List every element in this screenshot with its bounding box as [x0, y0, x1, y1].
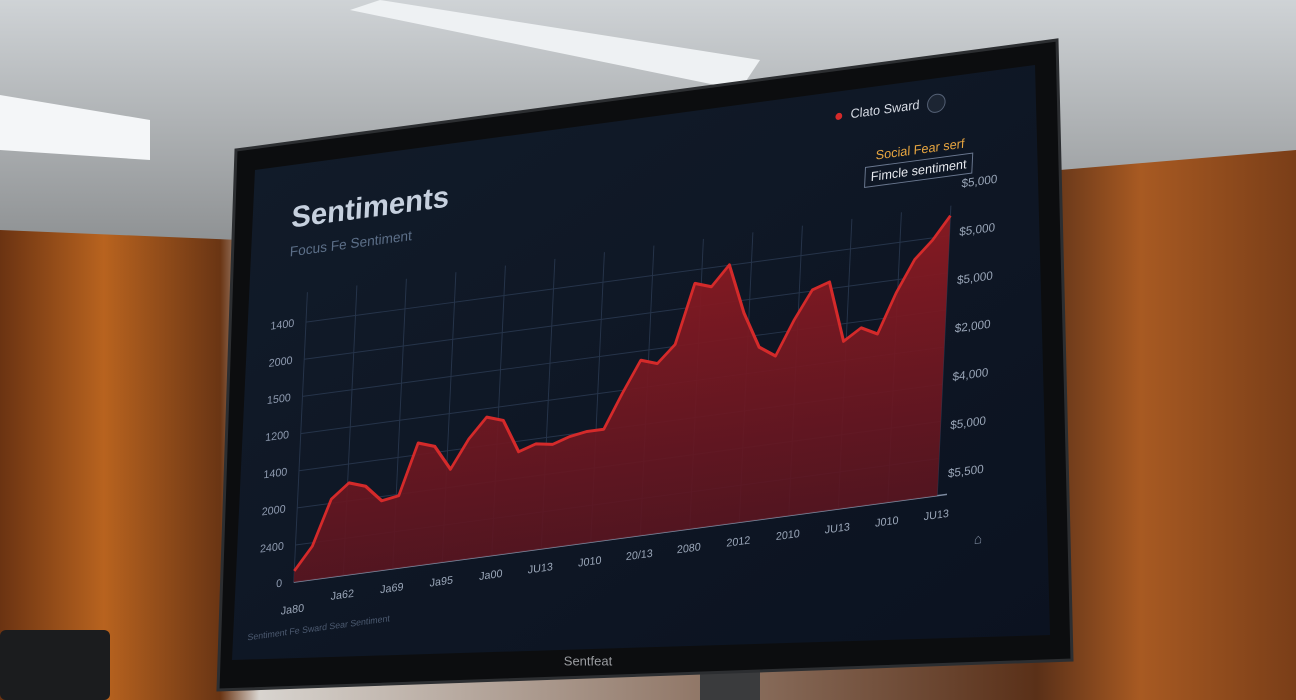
- y-axis-label: 1500: [267, 392, 291, 407]
- y-axis-label: 2400: [260, 540, 284, 555]
- x-axis-label: JU13: [924, 508, 950, 523]
- y-axis-label: 1400: [263, 466, 287, 481]
- x-axis-label: 20/13: [626, 548, 653, 564]
- x-axis-label: JU13: [528, 561, 554, 576]
- x-axis-label: 2010: [776, 528, 800, 543]
- x-axis-label: Ja62: [330, 588, 354, 603]
- ceiling-light: [0, 95, 150, 160]
- ceiling-light: [350, 0, 760, 90]
- x-axis-label: 2012: [726, 535, 750, 550]
- y2-axis-label: $5,000: [959, 220, 996, 239]
- y2-axis-label: $4,000: [952, 365, 989, 384]
- legend-toggle[interactable]: [927, 93, 946, 113]
- y2-axis-label: $5,000: [950, 413, 987, 432]
- x-axis-label: Ja69: [380, 581, 404, 596]
- y-axis-label: 1200: [265, 429, 289, 444]
- x-axis-label: Ja00: [479, 568, 503, 583]
- grid-line: [304, 272, 948, 360]
- x-axis-label: J010: [875, 515, 899, 530]
- bezel-label: Sentfeat: [564, 653, 613, 668]
- y2-axis-label: $2,000: [954, 317, 991, 336]
- legend-swatch: [835, 112, 843, 120]
- y-axis-label: 0: [276, 578, 283, 591]
- grid-line: [293, 292, 308, 583]
- chair: [0, 630, 110, 700]
- x-axis-label: JU13: [825, 521, 851, 536]
- y-axis-label: 2000: [268, 355, 292, 370]
- home-icon[interactable]: ⌂: [974, 530, 983, 547]
- y2-axis-label: $5,000: [957, 268, 994, 287]
- y-axis-label: 1400: [270, 318, 294, 333]
- y-axis-label: 2000: [261, 503, 285, 518]
- x-axis-label: 2080: [677, 541, 701, 556]
- grid-line: [305, 235, 950, 323]
- x-axis-label: Ja80: [281, 602, 305, 617]
- x-axis-label: Ja95: [429, 574, 453, 589]
- line: [293, 214, 952, 572]
- x-axis-label: J010: [578, 555, 602, 570]
- annotation-box: [864, 152, 974, 189]
- y2-axis-label: $5,500: [948, 462, 985, 481]
- area: [293, 215, 951, 583]
- y2-axis-label: $5,000: [961, 172, 998, 191]
